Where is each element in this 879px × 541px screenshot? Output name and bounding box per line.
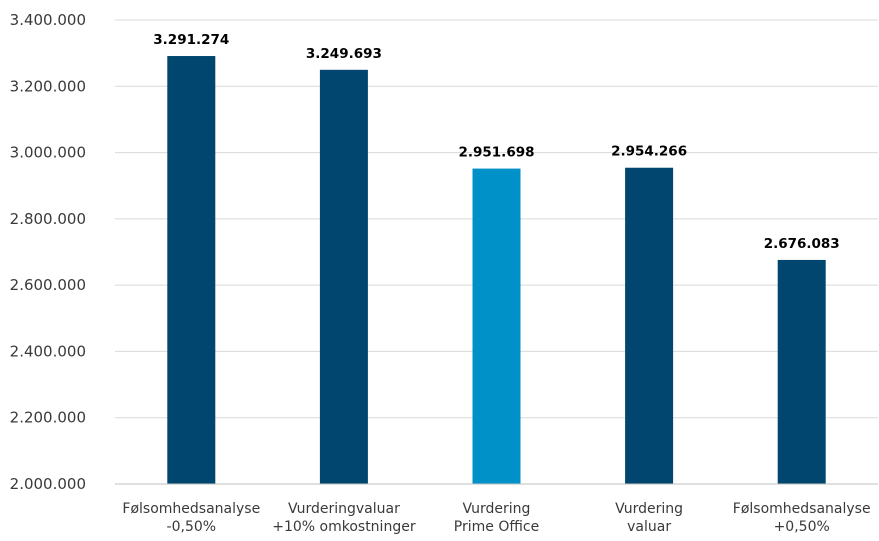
x-tick-label: Vurderingvaluar +10% omkostninger [272, 501, 416, 535]
bar [778, 260, 826, 484]
y-tick-label: 3.400.000 [10, 11, 86, 29]
y-tick-label: 3.200.000 [10, 77, 86, 95]
y-tick-label: 2.400.000 [10, 342, 86, 360]
x-axis-ticks: Følsomhedsanalyse -0,50% Vurderingvaluar +1… [122, 501, 870, 535]
x-tick-label: Vurdering valuar [615, 501, 683, 535]
bar [167, 56, 215, 484]
data-label: 2.676.083 [764, 236, 840, 252]
y-tick-label: 2.600.000 [10, 276, 86, 294]
y-tick-label: 3.000.000 [10, 144, 86, 162]
data-label: 3.291.274 [153, 32, 229, 48]
y-tick-label: 2.200.000 [10, 409, 86, 427]
data-label: 2.954.266 [611, 144, 687, 160]
x-tick-label: Følsomhedsanalyse -0,50% [122, 501, 260, 535]
bars [167, 56, 825, 484]
bar [320, 70, 368, 484]
data-label: 2.951.698 [458, 145, 534, 161]
bar [625, 168, 673, 484]
x-tick-label: Vurdering Prime Office [454, 501, 539, 535]
y-tick-label: 2.000.000 [10, 475, 86, 493]
y-axis-ticks: 2.000.000 2.200.000 2.400.000 2.600.000 2.80… [10, 11, 86, 493]
y-tick-label: 2.800.000 [10, 210, 86, 228]
bar [473, 169, 521, 484]
x-tick-label: Følsomhedsanalyse +0,50% [733, 501, 871, 535]
data-label: 3.249.693 [306, 46, 382, 62]
